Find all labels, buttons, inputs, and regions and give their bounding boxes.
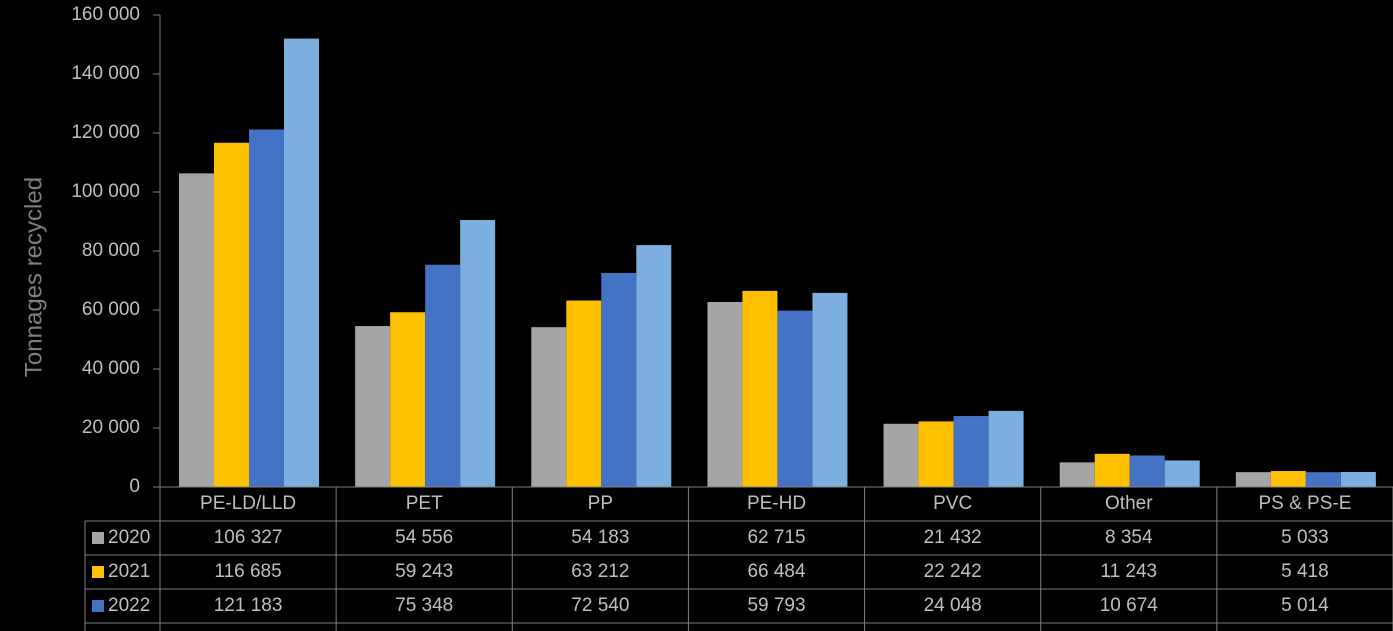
bar <box>284 38 319 487</box>
table-value: 11 243 <box>1100 561 1157 582</box>
bar <box>1340 471 1376 487</box>
bar <box>1094 453 1130 487</box>
table-value: 24 048 <box>924 595 982 616</box>
y-tick-label: 60 000 <box>82 299 140 320</box>
table-value: 63 212 <box>571 561 629 582</box>
bar <box>425 264 461 487</box>
bar <box>1059 462 1095 487</box>
bar <box>179 173 214 488</box>
bar <box>566 300 602 487</box>
bar <box>883 423 919 487</box>
bar <box>390 312 426 487</box>
y-axis-title: Tonnages recycled <box>20 177 47 377</box>
table-value: 54 183 <box>571 527 629 548</box>
y-tick-label: 20 000 <box>82 417 140 438</box>
table-value: 72 540 <box>571 595 629 616</box>
table-value: 116 685 <box>214 561 281 582</box>
bar <box>742 290 778 487</box>
legend-key <box>92 600 104 612</box>
table-value: 75 348 <box>395 595 453 616</box>
table-value: 59 243 <box>395 561 453 582</box>
bar <box>1164 460 1200 487</box>
bar <box>1129 455 1165 487</box>
bar <box>918 421 954 487</box>
bar <box>1235 472 1271 487</box>
table-value: 121 183 <box>214 595 283 616</box>
x-tick-label: PE-HD <box>747 493 806 514</box>
bar <box>636 245 672 487</box>
x-tick-label: PVC <box>933 493 972 514</box>
y-tick-label: 40 000 <box>82 358 140 379</box>
legend-label: 2020 <box>108 527 150 548</box>
table-value: 59 793 <box>747 595 805 616</box>
bar <box>777 310 813 487</box>
table-value: 5 418 <box>1281 561 1329 582</box>
table-value: 54 556 <box>395 527 453 548</box>
bar <box>1305 472 1341 487</box>
legend-key <box>92 532 104 544</box>
table-value: 66 484 <box>747 561 806 582</box>
bar <box>460 220 496 487</box>
table-value: 5 033 <box>1281 527 1329 548</box>
bar <box>988 410 1024 487</box>
legend-key <box>92 566 104 578</box>
y-tick-label: 140 000 <box>71 63 140 84</box>
bar <box>355 326 391 487</box>
legend-label: 2021 <box>108 561 150 582</box>
y-tick-label: 160 000 <box>71 4 140 25</box>
bar <box>1270 471 1306 487</box>
legend-label: 2022 <box>108 595 150 616</box>
y-tick-label: 100 000 <box>71 181 140 202</box>
table-value: 22 242 <box>924 561 982 582</box>
x-tick-label: PP <box>588 493 613 514</box>
bar <box>214 142 249 488</box>
table-value: 8 354 <box>1105 527 1153 548</box>
bar <box>531 327 567 487</box>
bar <box>953 416 989 487</box>
x-tick-label: PS & PS-E <box>1258 493 1351 514</box>
bar <box>707 301 743 487</box>
table-value: 21 432 <box>924 527 982 548</box>
y-tick-label: 0 <box>129 476 140 497</box>
table-value: 62 715 <box>747 527 805 548</box>
table-value: 10 674 <box>1100 595 1159 616</box>
bar <box>249 129 284 488</box>
x-tick-label: PE-LD/LLD <box>200 493 296 514</box>
x-tick-label: Other <box>1105 493 1153 514</box>
x-tick-label: PET <box>406 493 443 514</box>
bar <box>812 292 848 487</box>
y-tick-label: 80 000 <box>82 240 140 261</box>
table-value: 106 327 <box>214 527 283 548</box>
table-value: 5 014 <box>1281 595 1329 616</box>
y-tick-label: 120 000 <box>71 122 140 143</box>
bar <box>601 273 637 487</box>
